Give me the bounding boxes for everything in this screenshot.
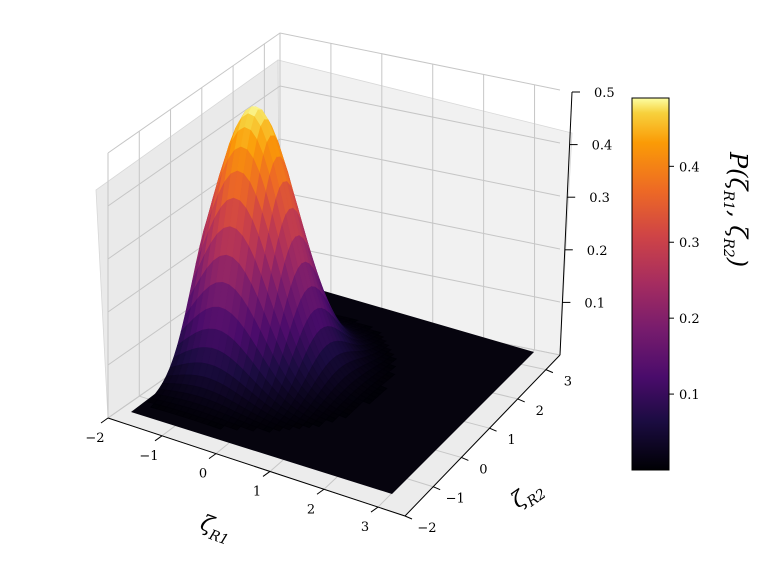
surface-patch [312, 420, 324, 428]
colorbar-tick-label: 0.1 [679, 388, 700, 403]
colorbar-ticks: 0.1 0.2 0.3 0.4 [669, 160, 700, 403]
x-tick [370, 506, 379, 513]
y-axis-label: ζR2 [507, 475, 549, 517]
y-tick-label: 0 [479, 462, 487, 477]
x-tick-label: 3 [361, 520, 369, 535]
surface-patch [338, 411, 350, 419]
colorbar-label: P(ζR1, ζR2) [720, 151, 752, 267]
y-axis-line [404, 354, 561, 517]
y-tick [489, 427, 497, 432]
surface-patch [325, 415, 337, 423]
y-tick-label: −1 [446, 492, 465, 507]
z-tick-label: 0.3 [589, 191, 610, 206]
y-tick-label: 3 [564, 375, 572, 390]
grid-line-z [107, 85, 561, 207]
surface-plot [147, 105, 398, 433]
x-tick [262, 471, 271, 477]
x-tick [208, 453, 217, 460]
z-tick-label: 0.2 [587, 244, 608, 259]
colorbar: 0.1 0.2 0.3 0.4 P(ζR1, ζR2) [631, 97, 752, 471]
x-tick-label: 1 [253, 484, 261, 499]
colorbar-scale [631, 97, 670, 471]
z-tick-label: 0.5 [594, 86, 615, 101]
z-axis-line [559, 91, 573, 356]
axes: −2 −1 0 1 2 3 −2 −1 0 1 2 3 0.1 0.2 0.3 0.4 0.5 [85, 86, 614, 536]
colorbar-tick-label: 0.2 [679, 312, 700, 327]
x-tick-label: −2 [85, 431, 104, 446]
x-tick-label: 0 [199, 467, 207, 482]
grid-line-z [107, 32, 561, 154]
z-tick-label: 0.4 [592, 139, 613, 154]
x-axis-line [107, 417, 406, 517]
y-tick [432, 486, 441, 491]
y-tick [461, 456, 469, 461]
surface-patch [362, 397, 374, 405]
y-tick [404, 515, 413, 520]
x-tick [100, 417, 109, 424]
x-tick [316, 488, 325, 495]
grid-line-z [107, 138, 561, 260]
y-tick [545, 369, 554, 374]
colorbar-tick-label: 0.4 [679, 160, 700, 175]
y-tick [517, 398, 525, 403]
y-tick-label: −2 [417, 521, 436, 536]
y-tick-label: 2 [536, 404, 544, 419]
y-tick-label: 1 [507, 433, 515, 448]
x-tick-label: 2 [307, 502, 315, 517]
z-tick-label: 0.1 [584, 296, 605, 311]
colorbar-tick-label: 0.3 [679, 236, 700, 251]
x-tick [154, 435, 163, 442]
x-tick-label: −1 [139, 449, 158, 464]
x-axis-label: ζR1 [196, 511, 235, 549]
